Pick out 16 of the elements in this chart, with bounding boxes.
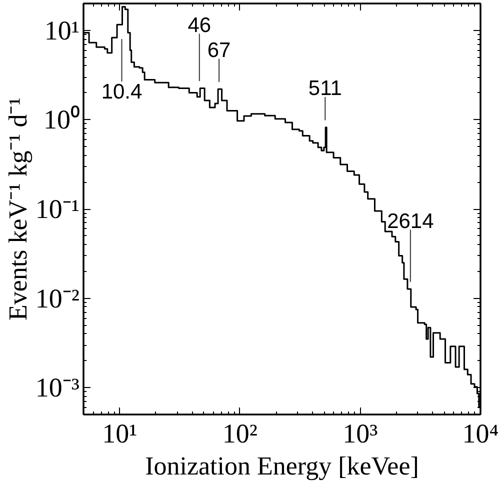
x-tick-label: 10¹ [102,418,138,448]
annotation: 10.4 [101,80,143,104]
x-tick-label: 10⁴ [462,418,499,448]
annotation: 67 [207,38,231,62]
y-axis-title: Events keV⁻¹ kg⁻¹ d⁻¹ [3,98,32,320]
y-tick-label: 10⁰ [44,104,80,135]
x-axis-title: Ionization Energy [keVee] [145,452,419,480]
annotation: 511 [308,77,342,100]
x-tick-label: 10² [222,418,258,448]
annotation: 46 [188,14,212,37]
y-tick-label: 10⁻¹ [35,194,80,224]
x-tick-label: 10³ [342,418,378,448]
y-tick-label: 10⁻² [35,283,80,314]
annotation: 2614 [387,210,434,233]
y-tick-label: 10⁻³ [35,372,80,403]
y-tick-label: 10¹ [44,15,80,46]
